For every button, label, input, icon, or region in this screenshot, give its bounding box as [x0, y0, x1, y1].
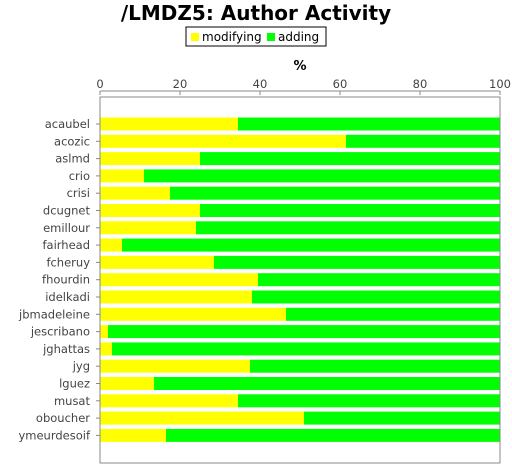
bar-fairhead-modifying	[100, 238, 122, 252]
x-tick-label-0: 0	[96, 77, 103, 91]
bar-crisi-modifying	[100, 186, 170, 200]
bar-oboucher-adding	[304, 411, 500, 425]
x-tick-label-60: 60	[333, 77, 348, 91]
category-label-crio: crio	[69, 169, 90, 183]
x-tick-label-40: 40	[253, 77, 268, 91]
category-label-fairhead: fairhead	[42, 238, 90, 252]
bar-crio-modifying	[100, 169, 144, 183]
bar-jescribano-adding	[108, 325, 500, 339]
category-label-jescribano: jescribano	[30, 325, 90, 339]
chart-title: /LMDZ5: Author Activity	[121, 1, 391, 25]
category-label-crisi: crisi	[67, 186, 90, 200]
x-tick-label-20: 20	[173, 77, 188, 91]
legend-swatch-modifying	[191, 33, 199, 41]
x-tick-label-80: 80	[413, 77, 428, 91]
bar-dcugnet-modifying	[100, 204, 200, 217]
bar-crio-adding	[144, 169, 500, 183]
bar-fairhead-adding	[122, 238, 500, 252]
category-label-aslmd: aslmd	[55, 152, 90, 166]
bar-ymeurdesoif-adding	[166, 428, 500, 442]
category-label-acaubel: acaubel	[45, 117, 90, 131]
bar-jescribano-modifying	[100, 325, 108, 339]
category-label-acozic: acozic	[54, 134, 90, 148]
category-label-idelkadi: idelkadi	[45, 290, 90, 304]
legend: modifying adding	[185, 26, 327, 47]
bar-musat-adding	[238, 394, 500, 408]
bar-crisi-adding	[170, 186, 500, 200]
bar-emillour-adding	[196, 221, 500, 235]
category-label-jyg: jyg	[72, 359, 90, 373]
legend-swatch-adding	[267, 33, 275, 41]
category-label-oboucher: oboucher	[36, 411, 90, 425]
bar-jbmadeleine-modifying	[100, 307, 286, 321]
bar-jghattas-modifying	[100, 342, 112, 356]
bar-oboucher-modifying	[100, 411, 304, 425]
category-labels: acaubel acozic aslmd crio crisi dcugnet emillo…	[18, 117, 100, 442]
x-axis-ticks: 0 20 40 60 80 100	[96, 77, 511, 95]
bar-jbmadeleine-adding	[286, 307, 500, 321]
bar-dcugnet-adding	[200, 204, 500, 217]
bar-emillour-modifying	[100, 221, 196, 235]
category-label-musat: musat	[54, 394, 91, 408]
category-label-fhourdin: fhourdin	[42, 273, 90, 287]
bar-fhourdin-adding	[258, 273, 500, 287]
bar-fcheruy-modifying	[100, 255, 214, 269]
x-tick-label-100: 100	[489, 77, 511, 91]
bar-lguez-adding	[154, 377, 500, 390]
bar-acozic-modifying	[100, 134, 346, 148]
bar-acaubel-modifying	[100, 117, 238, 131]
category-label-fcheruy: fcheruy	[46, 255, 90, 269]
bar-lguez-modifying	[100, 377, 154, 390]
bar-fcheruy-adding	[214, 255, 500, 269]
legend-box	[185, 26, 327, 47]
category-label-dcugnet: dcugnet	[43, 204, 91, 218]
bar-fhourdin-modifying	[100, 273, 258, 287]
plot-area-frame	[99, 96, 501, 464]
bar-idelkadi-adding	[252, 290, 500, 304]
category-label-emillour: emillour	[43, 221, 90, 235]
bar-musat-modifying	[100, 394, 238, 408]
category-label-lguez: lguez	[59, 377, 90, 391]
legend-label-adding: adding	[278, 30, 319, 44]
category-label-ymeurdesoif: ymeurdesoif	[18, 428, 90, 442]
legend-label-modifying: modifying	[202, 30, 262, 44]
bar-acozic-adding	[346, 134, 500, 148]
category-label-jbmadeleine: jbmadeleine	[18, 307, 90, 321]
bar-aslmd-adding	[200, 152, 500, 166]
category-label-jghattas: jghattas	[42, 342, 90, 356]
bar-aslmd-modifying	[100, 152, 200, 166]
bar-jghattas-adding	[112, 342, 500, 356]
bar-idelkadi-modifying	[100, 290, 252, 304]
bar-jyg-adding	[250, 359, 500, 373]
x-axis-label: %	[293, 59, 306, 74]
bar-jyg-modifying	[100, 359, 250, 373]
bar-acaubel-adding	[238, 117, 500, 131]
bar-ymeurdesoif-modifying	[100, 428, 166, 442]
bars	[100, 117, 500, 442]
